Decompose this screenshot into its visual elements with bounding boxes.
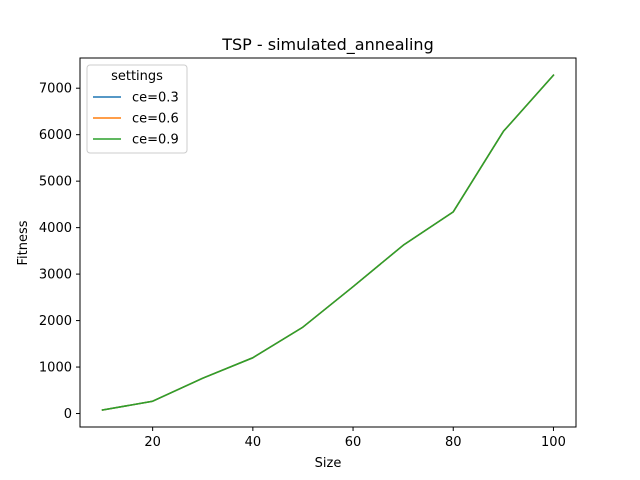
series-layer	[101, 74, 555, 411]
y-tick-label: 0	[64, 407, 72, 422]
legend-label-1: ce=0.3	[132, 91, 179, 106]
x-tick-label: 80	[445, 435, 462, 450]
legend-box	[86, 64, 188, 154]
legend-label-2: ce=0.6	[132, 112, 179, 127]
y-tick-label: 5000	[39, 175, 72, 190]
y-tick-label: 7000	[39, 82, 72, 97]
series-line-3	[101, 74, 555, 411]
plot-frame	[79, 57, 577, 428]
x-tick-label: 40	[245, 435, 262, 450]
x-tick-label: 100	[541, 435, 566, 450]
x-tick-label: 20	[144, 435, 161, 450]
legend-entries: ce=0.3 ce=0.6 ce=0.9	[93, 91, 179, 148]
legend-title: settings	[111, 69, 163, 84]
y-tick-label: 6000	[39, 128, 72, 143]
x-axis-label: Size	[315, 456, 342, 471]
legend: settings ce=0.3 ce=0.6 ce=0.9	[86, 64, 188, 154]
y-tick-label: 1000	[39, 361, 72, 376]
y-tick-label: 3000	[39, 268, 72, 283]
y-tick-label: 2000	[39, 314, 72, 329]
chart-title: TSP - simulated_annealing	[221, 35, 433, 55]
y-tick-label: 4000	[39, 221, 72, 236]
legend-label-3: ce=0.9	[132, 133, 179, 148]
y-axis-label: Fitness	[16, 220, 31, 265]
x-tick-label: 60	[345, 435, 362, 450]
